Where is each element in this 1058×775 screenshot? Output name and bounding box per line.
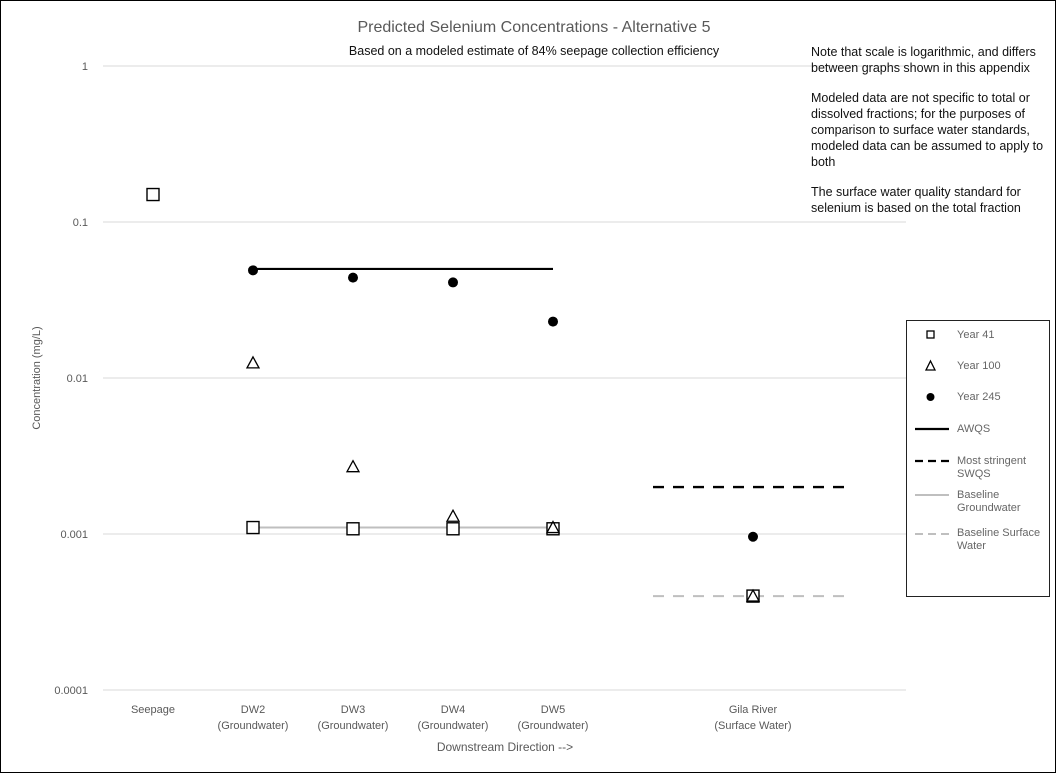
y-tick-label: 0.0001 [54, 685, 88, 697]
y-tick-labels: 1 0.1 0.01 0.001 0.0001 [54, 61, 88, 697]
y-axis-label: Concentration (mg/L) [31, 326, 43, 429]
x-tick-labels: Seepage DW2 (Groundwater) DW3 (Groundwater) D… [131, 704, 792, 732]
x-tick-label: DW4 [441, 704, 465, 716]
y-tick-label: 0.1 [73, 217, 88, 229]
x-tick-label: (Groundwater) [518, 720, 589, 732]
x-tick-label: DW3 [341, 704, 365, 716]
marker-year-100 [445, 508, 461, 522]
solid-line-icon [915, 427, 949, 431]
marker-year-41 [146, 187, 160, 202]
chart-notes: Note that scale is logarithmic, and diff… [811, 44, 1051, 230]
x-tick-label: (Groundwater) [318, 720, 389, 732]
grid-lines [103, 65, 906, 691]
dashed-line-icon [915, 459, 949, 463]
marker-year-245 [748, 531, 758, 542]
y-tick-label: 0.01 [67, 373, 88, 385]
marker-year-245 [448, 277, 458, 288]
marker-year-41 [746, 589, 760, 603]
marker-year-41 [446, 522, 460, 536]
y-tick-label: 0.001 [60, 529, 88, 541]
marker-year-245 [348, 272, 358, 283]
x-axis-label: Downstream Direction --> [437, 740, 573, 754]
note-log-scale: Note that scale is logarithmic, and diff… [811, 45, 1036, 75]
chart-title: Predicted Selenium Concentrations - Alte… [357, 19, 710, 36]
x-tick-label: Gila River [729, 704, 778, 716]
triangle-marker-icon [924, 359, 937, 371]
x-tick-label: (Groundwater) [218, 720, 289, 732]
chart-subtitle: Based on a modeled estimate of 84% seepa… [349, 44, 720, 58]
circle-marker-icon [926, 393, 935, 401]
square-marker-icon [926, 330, 935, 339]
gray-line-icon [915, 494, 949, 496]
x-tick-label: DW5 [541, 704, 565, 716]
marker-year-100 [745, 588, 761, 602]
marker-year-100 [245, 355, 261, 369]
marker-year-100 [545, 520, 561, 534]
note-fractions: Modeled data are not specific to total o… [811, 91, 1044, 169]
y-tick-label: 1 [82, 61, 88, 73]
marker-year-41 [346, 522, 360, 536]
x-tick-label: DW2 [241, 704, 265, 716]
note-total-fraction: The surface water quality standard for s… [811, 185, 1021, 215]
marker-year-245 [548, 316, 558, 327]
chart-legend: Year 41 Year 100 Year 245 AWQS Most stri… [906, 320, 1050, 597]
marker-year-100 [345, 459, 361, 473]
marker-year-41 [246, 520, 260, 535]
x-tick-label: Seepage [131, 704, 175, 716]
gray-dashed-line-icon [915, 533, 949, 535]
data-points [146, 187, 761, 603]
marker-year-245 [248, 265, 258, 276]
x-tick-label: (Groundwater) [418, 720, 489, 732]
x-tick-label: (Surface Water) [714, 720, 791, 732]
